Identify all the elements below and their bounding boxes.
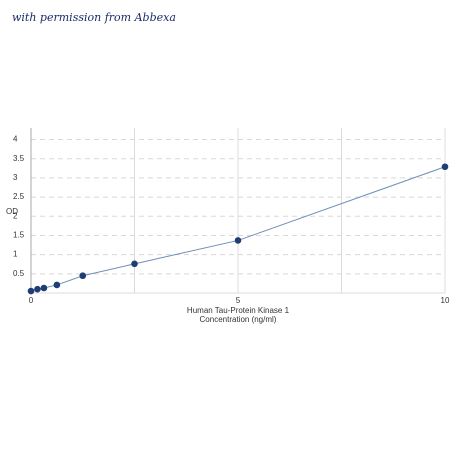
- data-point: [40, 284, 48, 292]
- data-point: [79, 272, 87, 280]
- x-tick-label: 5: [236, 296, 241, 305]
- data-point: [441, 163, 449, 171]
- y-tick-label: 1: [13, 250, 18, 259]
- x-tick-label: 0: [29, 296, 34, 305]
- y-tick-label: 2: [13, 211, 18, 220]
- data-point: [34, 285, 41, 293]
- y-tick-label: 4: [13, 135, 18, 144]
- x-axis-label: Concentration (ng/ml): [200, 315, 277, 324]
- watermark: with permission from Abbexa: [12, 11, 176, 24]
- data-point: [27, 287, 35, 295]
- data-point: [131, 260, 138, 268]
- y-tick-label: 1.5: [13, 231, 25, 240]
- y-axis-label: OD: [6, 207, 18, 216]
- y-tick-label: 0.5: [13, 269, 25, 278]
- data-point: [234, 237, 242, 244]
- y-tick-label: 2.5: [13, 192, 25, 201]
- data-point: [53, 281, 61, 289]
- x-axis-label: Human Tau-Protein Kinase 1: [187, 306, 290, 315]
- y-tick-label: 3.5: [13, 154, 25, 163]
- x-tick-label: 10: [441, 296, 450, 305]
- y-tick-label: 3: [13, 173, 18, 182]
